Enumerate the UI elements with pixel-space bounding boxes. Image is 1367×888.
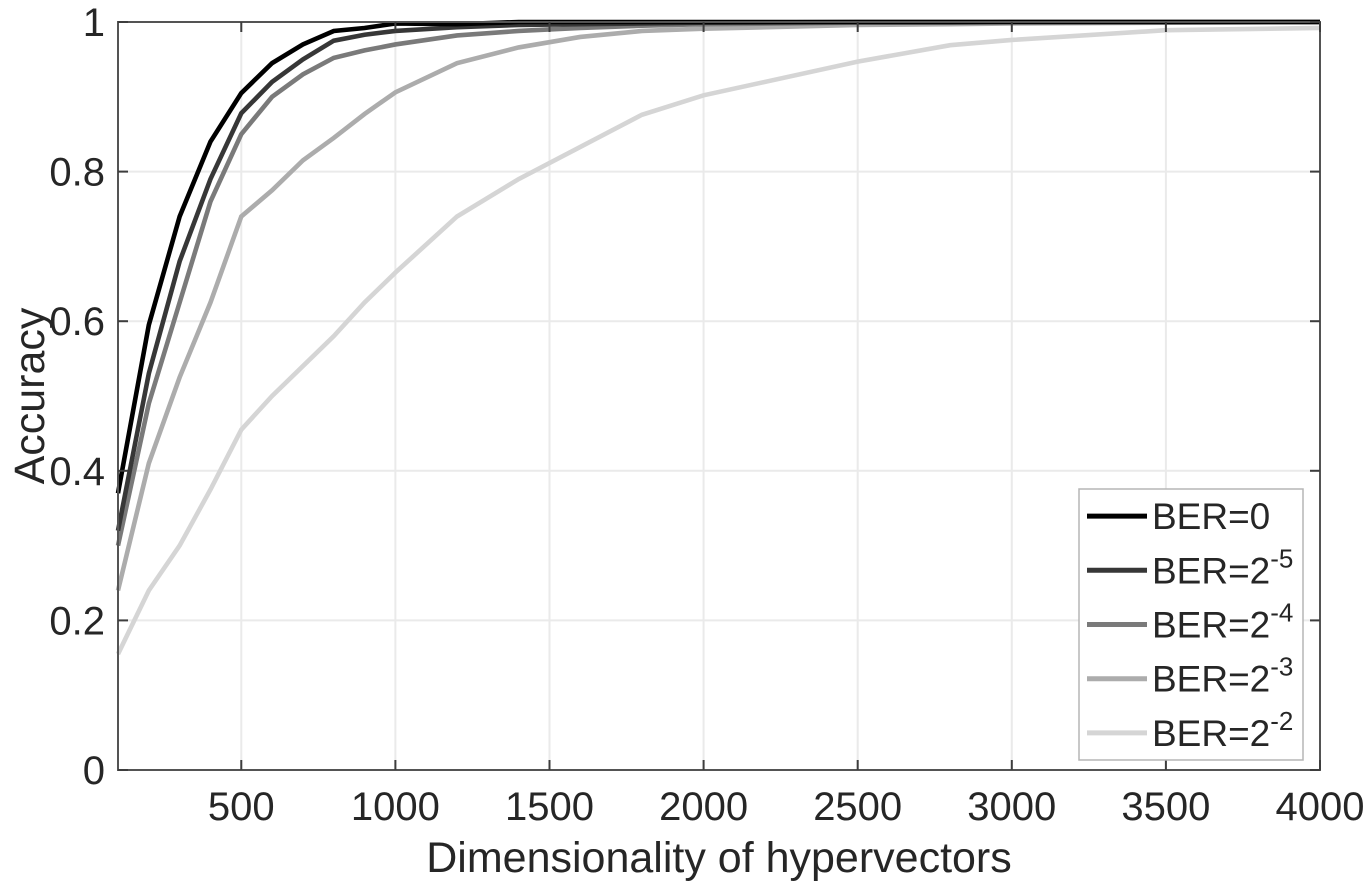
legend-label: BER=2-3 — [1152, 652, 1293, 700]
y-tick-label: 1 — [83, 1, 105, 45]
x-tick-label: 500 — [208, 785, 275, 829]
y-tick-label: 0.6 — [49, 300, 105, 344]
y-tick-label: 0.2 — [49, 599, 105, 643]
x-tick-label: 2500 — [813, 785, 902, 829]
y-tick-label: 0.4 — [49, 450, 105, 494]
series-line-ber-2-4 — [115, 19, 1320, 547]
x-tick-label: 1500 — [505, 785, 594, 829]
x-tick-label: 2000 — [659, 785, 748, 829]
x-tick-label: 4000 — [1276, 785, 1365, 829]
legend-label: BER=2-2 — [1152, 706, 1293, 754]
x-axis-label: Dimensionality of hypervectors — [426, 834, 1012, 882]
legend-label: BER=2-4 — [1152, 598, 1293, 646]
x-tick-label: 3000 — [967, 785, 1056, 829]
y-tick-label: 0 — [83, 749, 105, 793]
tick-label-layer: 500 1000 1500 2000 2500 3000 3500 4000 0 0.2 0.4 0.… — [49, 1, 1364, 829]
series-line-ber-2-2 — [115, 25, 1321, 656]
legend-label: BER=2-5 — [1152, 543, 1293, 591]
y-axis-label: Accuracy — [6, 307, 54, 484]
legend-box: BER=0 BER=2-5 BER=2-4 BER=2-3 BER=2-2 — [1078, 488, 1304, 761]
series-line-ber-2-5 — [115, 19, 1320, 532]
legend-label: BER=0 — [1152, 496, 1270, 537]
tick-layer — [118, 21, 1321, 771]
x-tick-label: 3500 — [1121, 785, 1210, 829]
y-tick-label: 0.8 — [49, 151, 105, 195]
plot-frame — [117, 21, 1321, 771]
x-tick-label: 1000 — [351, 785, 440, 829]
